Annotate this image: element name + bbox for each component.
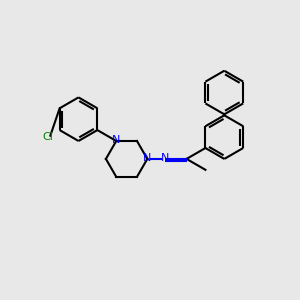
Text: N: N <box>143 153 152 163</box>
Text: N: N <box>160 153 169 163</box>
Text: N: N <box>112 135 120 145</box>
Text: Cl: Cl <box>42 132 53 142</box>
